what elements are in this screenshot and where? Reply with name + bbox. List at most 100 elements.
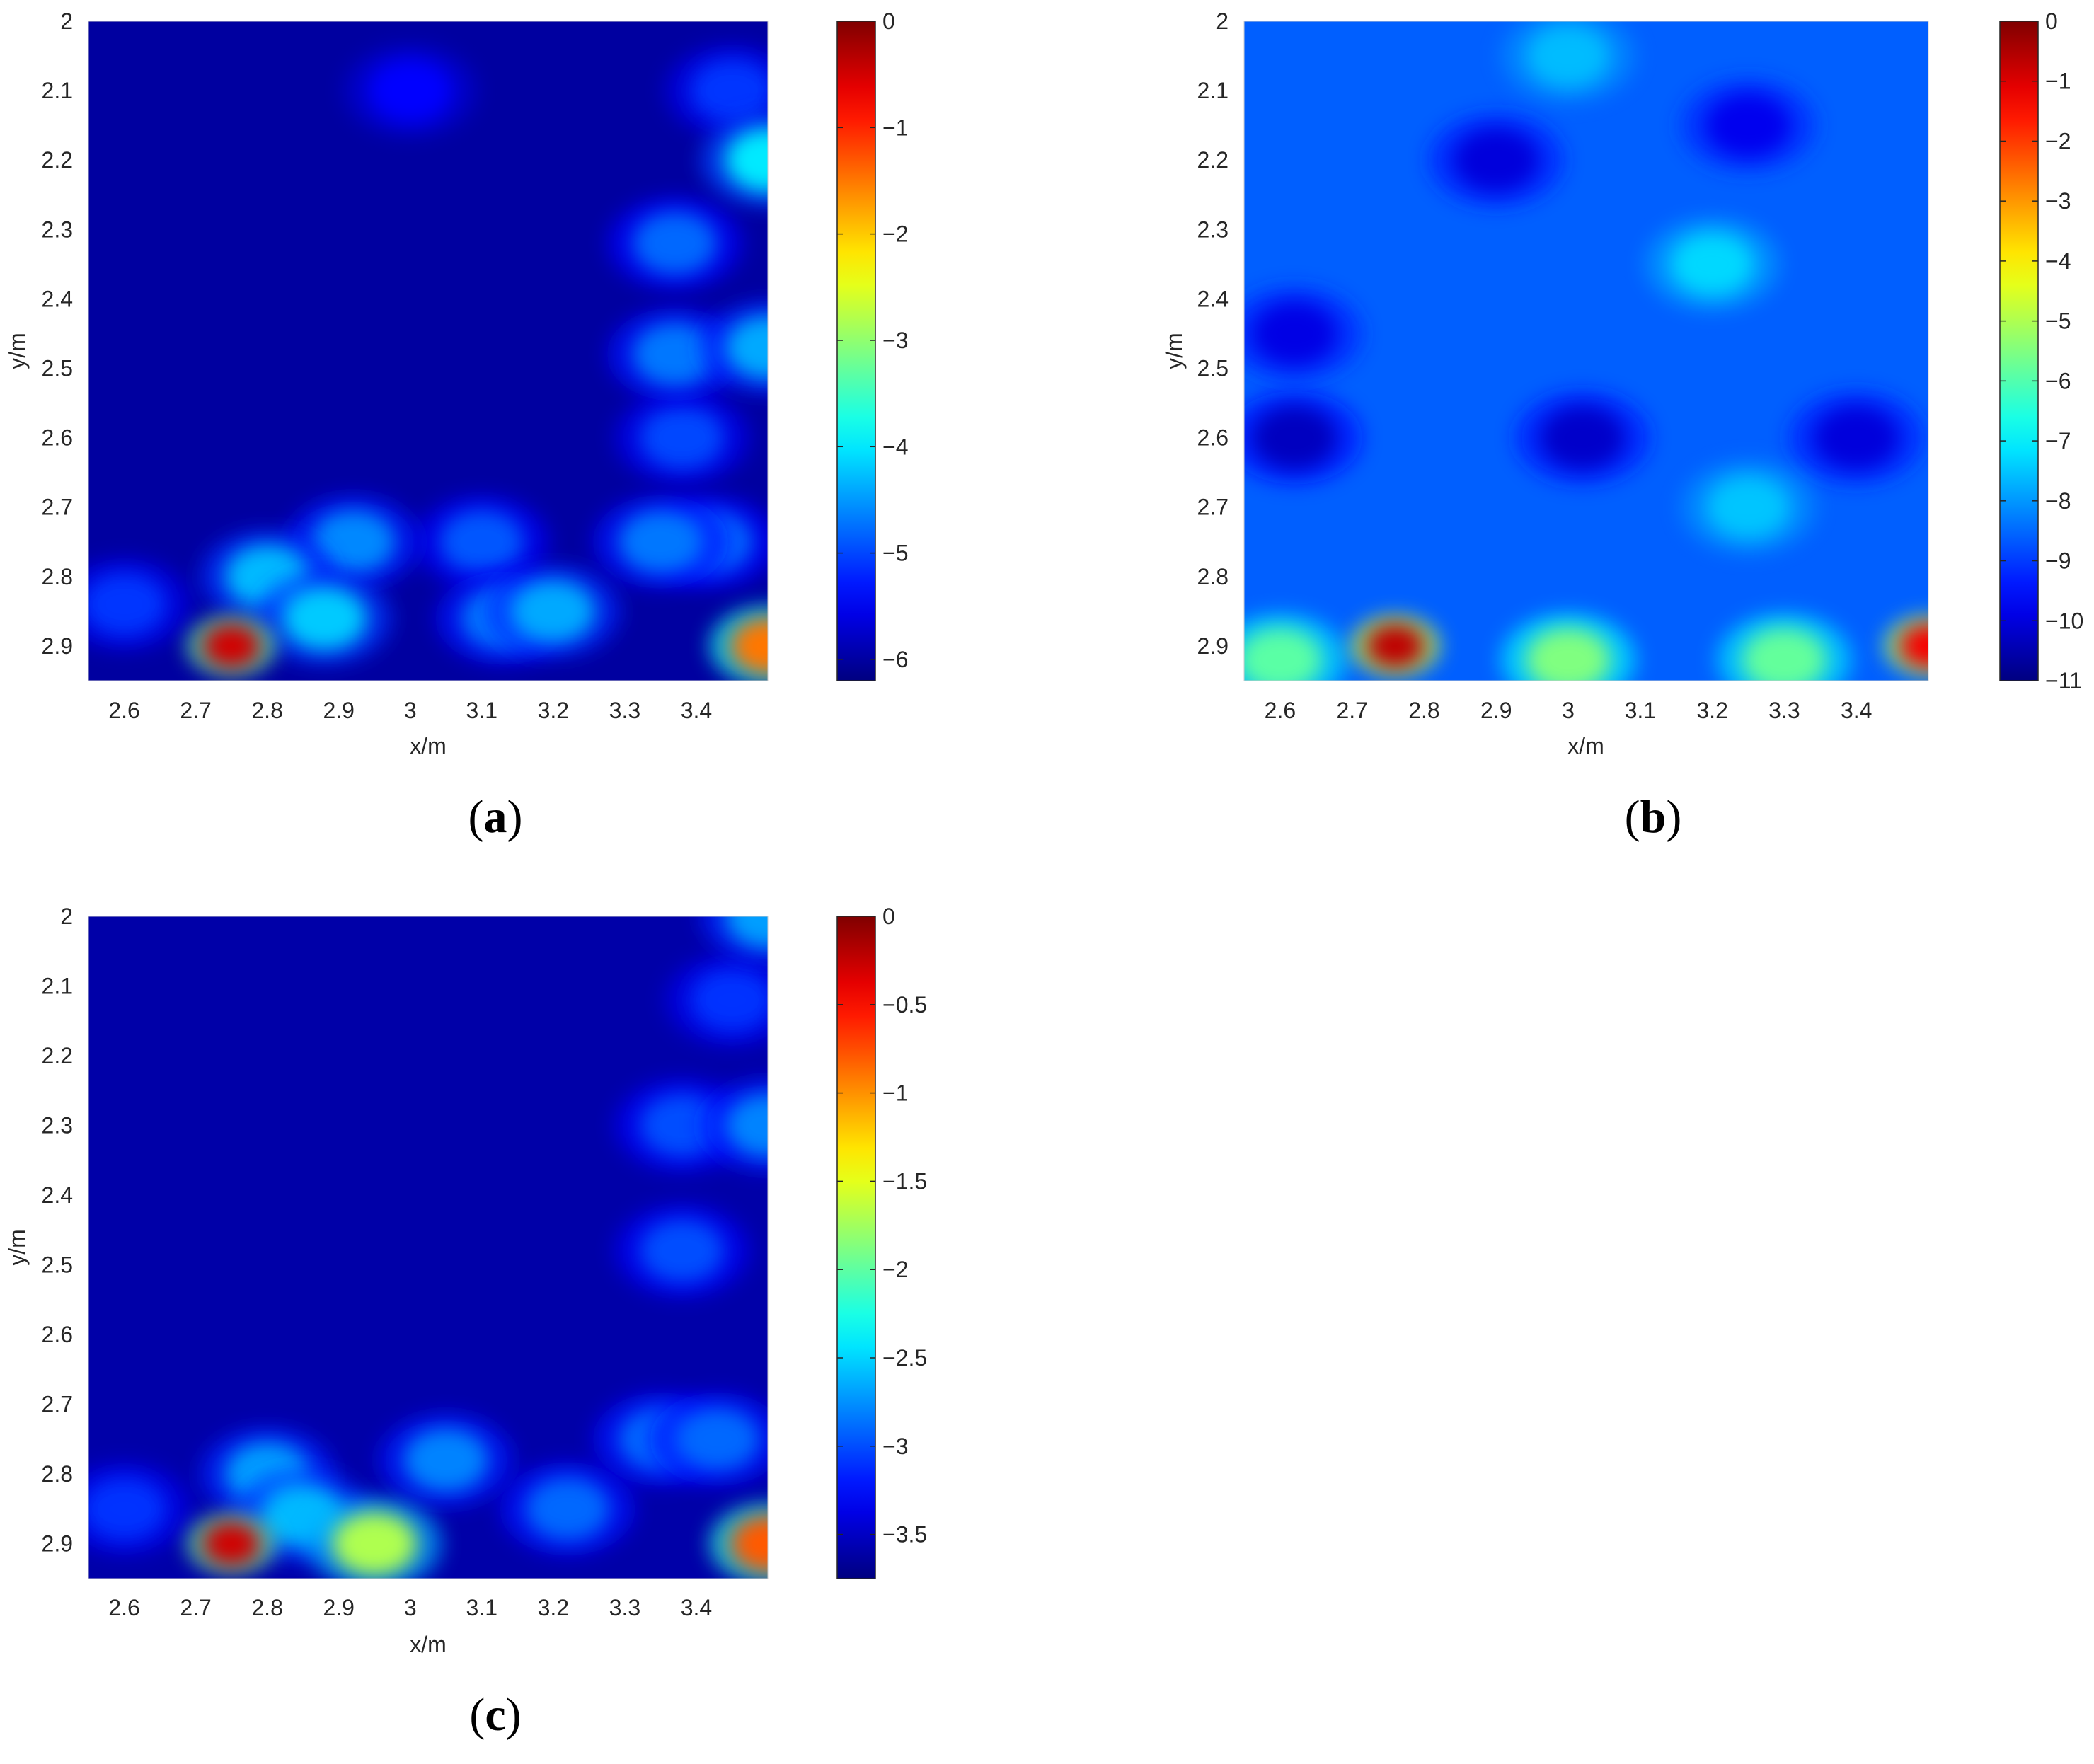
heatmap-feature bbox=[700, 916, 768, 963]
x-tick-label: 2.6 bbox=[108, 698, 139, 723]
y-tick-label: 2.4 bbox=[42, 286, 73, 311]
x-axis-label-c: x/m bbox=[410, 1632, 447, 1657]
x-axis-label-a: x/m bbox=[410, 733, 447, 759]
heatmap-feature bbox=[708, 1503, 768, 1579]
heatmap-feature bbox=[485, 564, 621, 658]
svg-text:(b): (b) bbox=[1625, 791, 1682, 843]
colorbar-tick-label: −0.5 bbox=[882, 992, 927, 1018]
x-tick-label: 3.2 bbox=[538, 1595, 569, 1620]
x-ticks-a: 2.6 2.7 2.8 2.9 3 3.1 3.2 3.3 3.4 bbox=[108, 698, 712, 723]
colorbar-tick-label: −3 bbox=[2045, 188, 2071, 214]
y-axis-label-a: y/m bbox=[4, 333, 30, 369]
plot-frame-a bbox=[88, 21, 769, 681]
colorbar-tick-label: −4 bbox=[2045, 248, 2071, 274]
y-tick-label: 2.2 bbox=[42, 1043, 73, 1068]
colorbar-tick-label: −8 bbox=[2045, 488, 2071, 514]
panel-b: 22.12.22.32.42.52.62.72.82.9 2.6 2.7 2.8 2.… bbox=[1161, 8, 2083, 843]
panel-a: 22.12.22.32.42.52.62.72.82.9 2.6 2.7 2.8 2.… bbox=[4, 8, 908, 843]
x-tick-label: 3 bbox=[1562, 698, 1575, 723]
y-tick-label: 2.1 bbox=[42, 78, 73, 103]
colorbar-tick-label: −7 bbox=[2045, 428, 2071, 454]
panel-c: 22.12.22.32.42.52.62.72.82.9 2.6 2.7 2.8 2.… bbox=[4, 904, 927, 1741]
x-tick-label: 3.3 bbox=[609, 698, 640, 723]
x-tick-label: 3.1 bbox=[466, 698, 497, 723]
colorbar-tick-label: −5 bbox=[882, 541, 908, 566]
x-tick-label: 2.8 bbox=[251, 1595, 282, 1620]
y-tick-label: 2.2 bbox=[1197, 147, 1229, 173]
x-tick-label: 2.8 bbox=[1408, 698, 1439, 723]
y-tick-label: 2.8 bbox=[1197, 564, 1229, 589]
x-tick-label: 3.1 bbox=[466, 1595, 497, 1620]
x-tick-label: 3.4 bbox=[681, 1595, 712, 1620]
heatmap-feature bbox=[1680, 79, 1817, 173]
heatmap-feature bbox=[1716, 613, 1853, 681]
x-tick-label: 2.6 bbox=[108, 1595, 139, 1620]
heatmap-feature bbox=[1644, 217, 1781, 311]
caption-a: (a) bbox=[468, 791, 523, 843]
x-tick-label: 2.7 bbox=[180, 1595, 211, 1620]
y-tick-label: 2.4 bbox=[1197, 286, 1229, 311]
colorbar-tick-label: −2 bbox=[2045, 128, 2071, 154]
colorbar-tick-label: −11 bbox=[2045, 668, 2082, 693]
heatmap-feature bbox=[700, 113, 768, 207]
heatmap-feature bbox=[700, 1078, 768, 1172]
y-axis-label-b: y/m bbox=[1161, 333, 1187, 369]
y-ticks-b: 2 2.1 2.2 2.3 2.4 2.5 2.6 2.7 2.8 2.9 bbox=[1197, 8, 1229, 659]
heatmap-b bbox=[1244, 21, 1928, 681]
colorbar-b: 0 −1 −2 −3 −4 −5 −6 −7 −8 −9 −10 −11 bbox=[1999, 8, 2083, 693]
colorbar-tick-label: −2 bbox=[882, 221, 908, 247]
heatmap-feature bbox=[614, 1204, 750, 1298]
colorbar-c: 0 −0.5 −1 −1.5 −2 −2.5 −3 −3.5 bbox=[836, 904, 927, 1579]
y-tick-label: 2.7 bbox=[42, 1392, 73, 1417]
x-axis-label-b: x/m bbox=[1567, 733, 1604, 759]
caption-b: (b) bbox=[1625, 791, 1682, 843]
x-tick-label: 3.4 bbox=[681, 698, 712, 723]
x-tick-label: 2.8 bbox=[251, 698, 282, 723]
heatmap-feature bbox=[342, 44, 478, 138]
y-tick-label: 2.5 bbox=[42, 1252, 73, 1278]
heatmap-feature bbox=[1500, 21, 1637, 103]
x-tick-label: 3.2 bbox=[1696, 698, 1727, 723]
colorbar-tick-label: −1 bbox=[882, 1080, 908, 1106]
heatmap-feature bbox=[186, 1512, 277, 1575]
heatmap-feature bbox=[650, 1392, 768, 1486]
colorbar-tick-label: −2.5 bbox=[882, 1345, 927, 1371]
y-tick-label: 2.5 bbox=[1197, 356, 1229, 381]
caption-a-letter: a bbox=[484, 791, 507, 843]
y-tick-label: 2.3 bbox=[42, 217, 73, 242]
colorbar-gradient bbox=[1999, 21, 2039, 681]
colorbar-tick-label: −3 bbox=[882, 1434, 908, 1459]
caption-c: (c) bbox=[469, 1689, 521, 1741]
heatmap-feature bbox=[500, 1462, 636, 1556]
y-tick-label: 2 bbox=[60, 8, 73, 34]
y-tick-label: 2.5 bbox=[42, 356, 73, 381]
x-tick-label: 3 bbox=[404, 698, 417, 723]
heatmap-feature bbox=[1883, 614, 1928, 677]
y-tick-label: 2.7 bbox=[42, 495, 73, 520]
colorbar-tick-label: −3.5 bbox=[882, 1522, 927, 1547]
svg-text:(c): (c) bbox=[469, 1689, 521, 1741]
y-tick-label: 2.9 bbox=[42, 633, 73, 659]
y-tick-label: 2.8 bbox=[42, 564, 73, 589]
x-tick-label: 3.4 bbox=[1841, 698, 1872, 723]
svg-text:(a): (a) bbox=[468, 791, 523, 843]
heatmap-a bbox=[88, 21, 768, 681]
heatmap-feature bbox=[1244, 287, 1363, 381]
colorbar-tick-label: −6 bbox=[882, 647, 908, 672]
colorbar-tick-label: −3 bbox=[882, 328, 908, 353]
heatmap-feature bbox=[592, 495, 729, 589]
colorbar-tick-label: −6 bbox=[2045, 368, 2071, 393]
heatmap-feature bbox=[1500, 613, 1637, 681]
heatmap-feature bbox=[1680, 460, 1817, 554]
y-ticks-c: 2 2.1 2.2 2.3 2.4 2.5 2.6 2.7 2.8 2.9 bbox=[42, 904, 73, 1557]
heatmap-feature bbox=[614, 391, 750, 485]
y-tick-label: 2.3 bbox=[1197, 217, 1229, 242]
y-tick-label: 2.9 bbox=[1197, 633, 1229, 659]
colorbar-tick-label: −1 bbox=[2045, 69, 2071, 94]
y-tick-label: 2.9 bbox=[42, 1531, 73, 1557]
y-tick-label: 2 bbox=[60, 904, 73, 929]
y-tick-label: 2.6 bbox=[1197, 425, 1229, 451]
heatmap-feature bbox=[413, 495, 550, 589]
heatmap-feature bbox=[708, 605, 768, 681]
